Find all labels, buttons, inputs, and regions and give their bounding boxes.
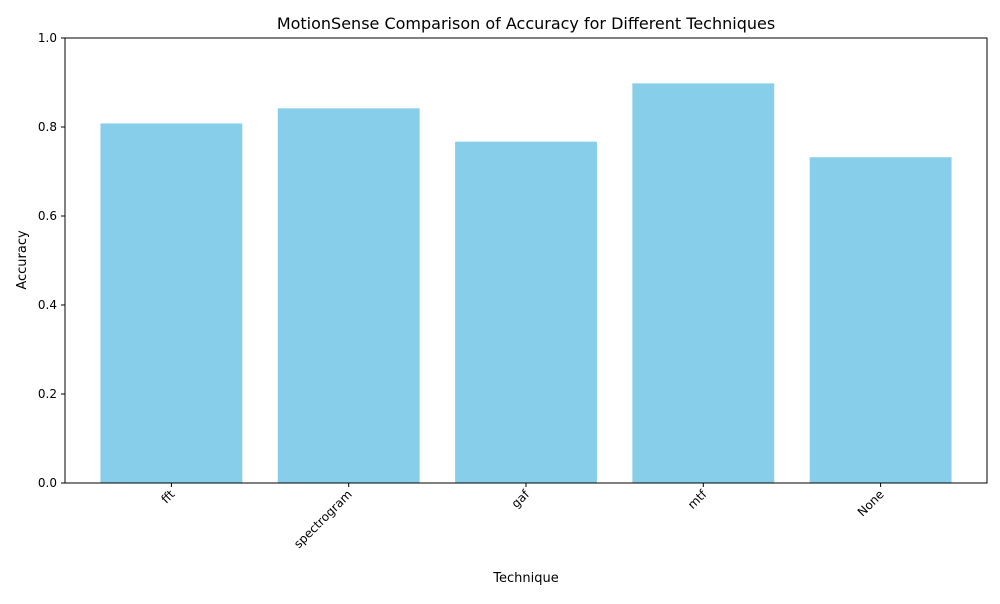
x-tick-label-none: None (855, 487, 887, 519)
bars-layer (100, 83, 952, 483)
x-tick-label-mtf: mtf (685, 487, 710, 512)
y-axis-ticks: 0.0 0.2 0.4 0.6 0.8 1.0 (38, 31, 65, 490)
bar-fft (100, 123, 243, 483)
x-axis-ticks: fft spectrogram gaf mtf None (158, 483, 887, 551)
bar-spectrogram (277, 108, 420, 483)
x-axis-label: Technique (492, 571, 558, 586)
x-tick-label-gaf: gaf (509, 487, 533, 511)
y-tick-label: 0.0 (38, 476, 57, 490)
bar-none (809, 157, 952, 483)
y-tick-label: 0.6 (38, 209, 57, 223)
chart-title: MotionSense Comparison of Accuracy for D… (277, 14, 775, 33)
bar-mtf (632, 83, 775, 483)
y-axis-label: Accuracy (15, 230, 30, 290)
y-tick-label: 0.8 (38, 120, 57, 134)
y-tick-label: 0.2 (38, 387, 57, 401)
y-tick-label: 1.0 (38, 31, 57, 45)
x-tick-label-spectrogram: spectrogram (291, 487, 355, 551)
bar-gaf (455, 141, 597, 483)
y-tick-label: 0.4 (38, 298, 57, 312)
x-tick-label-fft: fft (158, 487, 177, 506)
